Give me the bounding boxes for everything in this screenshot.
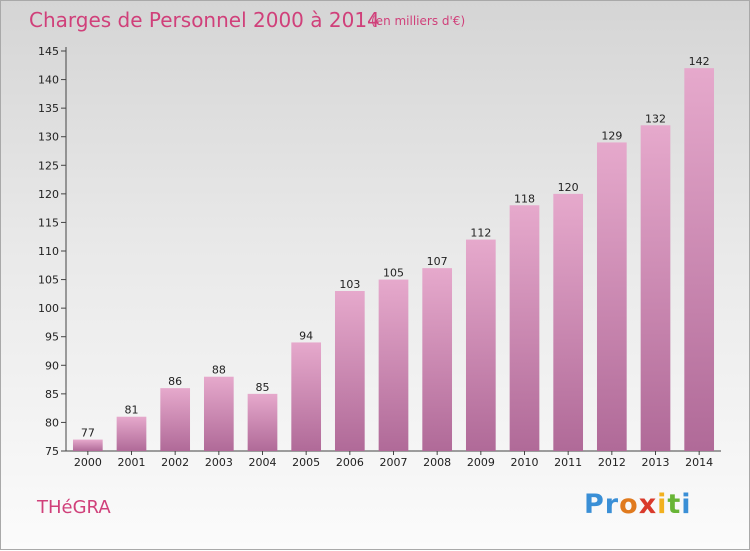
x-tick-label: 2001 <box>118 456 146 469</box>
x-tick-label: 2013 <box>642 456 670 469</box>
x-tick-label: 2005 <box>292 456 320 469</box>
bar-2004 <box>247 393 278 451</box>
y-tick-label: 135 <box>38 102 59 115</box>
y-tick-label: 80 <box>45 416 59 429</box>
x-tick-label: 2008 <box>423 456 451 469</box>
data-label-2000: 77 <box>81 427 95 440</box>
y-tick-label: 85 <box>45 388 59 401</box>
chart-data-labels: 77 81 86 88 85 94 103 105 107 112 118 120 129 132 142 <box>81 55 710 439</box>
y-tick-label: 75 <box>45 445 59 458</box>
y-tick-label: 110 <box>38 245 59 258</box>
data-label-2008: 107 <box>427 255 448 268</box>
data-label-2013: 132 <box>645 112 666 125</box>
commune-name: THéGRA <box>37 497 111 518</box>
y-tick-label: 115 <box>38 216 59 229</box>
y-tick-label: 105 <box>38 274 59 287</box>
y-tick-label: 120 <box>38 188 59 201</box>
data-label-2010: 118 <box>514 192 535 205</box>
logo-letter: o <box>619 489 639 520</box>
y-tick-label: 145 <box>38 45 59 58</box>
data-label-2003: 88 <box>212 364 226 377</box>
data-label-2009: 112 <box>470 227 491 240</box>
data-label-2001: 81 <box>125 404 139 417</box>
bar-2009 <box>465 239 496 451</box>
proxiti-logo: Proxiti <box>584 489 692 520</box>
x-tick-label: 2000 <box>74 456 102 469</box>
x-tick-label: 2010 <box>511 456 539 469</box>
bar-2005 <box>291 342 322 451</box>
data-label-2006: 103 <box>339 278 360 291</box>
logo-letter: i <box>657 489 668 520</box>
bar-2010 <box>509 205 540 451</box>
data-label-2002: 86 <box>168 375 182 388</box>
data-label-2005: 94 <box>299 329 313 342</box>
logo-letter: i <box>681 489 692 520</box>
x-tick-label: 2004 <box>249 456 277 469</box>
logo-letter: P <box>584 489 605 520</box>
bar-2012 <box>596 142 627 451</box>
x-tick-label: 2002 <box>161 456 189 469</box>
x-tick-label: 2009 <box>467 456 495 469</box>
x-tick-label: 2012 <box>598 456 626 469</box>
chart-axes: 75 80 85 90 95 100 105 110 115 120 125 130 135 140 145… <box>38 45 721 469</box>
bar-2011 <box>553 193 584 451</box>
y-tick-label: 95 <box>45 331 59 344</box>
data-label-2012: 129 <box>601 129 622 142</box>
bar-2002 <box>160 388 191 451</box>
bar-2003 <box>203 376 234 451</box>
x-tick-label: 2011 <box>554 456 582 469</box>
y-tick-label: 125 <box>38 159 59 172</box>
data-label-2014: 142 <box>689 55 710 68</box>
chart-bars <box>72 68 715 452</box>
bar-2008 <box>422 268 453 451</box>
data-label-2011: 120 <box>558 181 579 194</box>
x-tick-label: 2003 <box>205 456 233 469</box>
x-tick-label: 2006 <box>336 456 364 469</box>
logo-letter: x <box>638 489 658 520</box>
bar-2000 <box>72 439 103 451</box>
data-label-2007: 105 <box>383 267 404 280</box>
chart-subtitle: (en milliers d'€) <box>371 14 466 28</box>
y-tick-label: 130 <box>38 131 59 144</box>
logo-letter: t <box>667 489 682 520</box>
bar-2013 <box>640 125 671 452</box>
x-tick-label: 2007 <box>380 456 408 469</box>
bar-2014 <box>684 68 715 452</box>
y-tick-label: 140 <box>38 74 59 87</box>
y-tick-label: 100 <box>38 302 59 315</box>
chart-title: Charges de Personnel 2000 à 2014 <box>29 8 380 32</box>
bar-2001 <box>116 416 147 451</box>
logo-letter: r <box>604 489 620 520</box>
data-label-2004: 85 <box>256 381 270 394</box>
bar-2006 <box>334 291 365 451</box>
y-tick-label: 90 <box>45 359 59 372</box>
bar-2007 <box>378 279 409 451</box>
x-tick-label: 2014 <box>685 456 713 469</box>
